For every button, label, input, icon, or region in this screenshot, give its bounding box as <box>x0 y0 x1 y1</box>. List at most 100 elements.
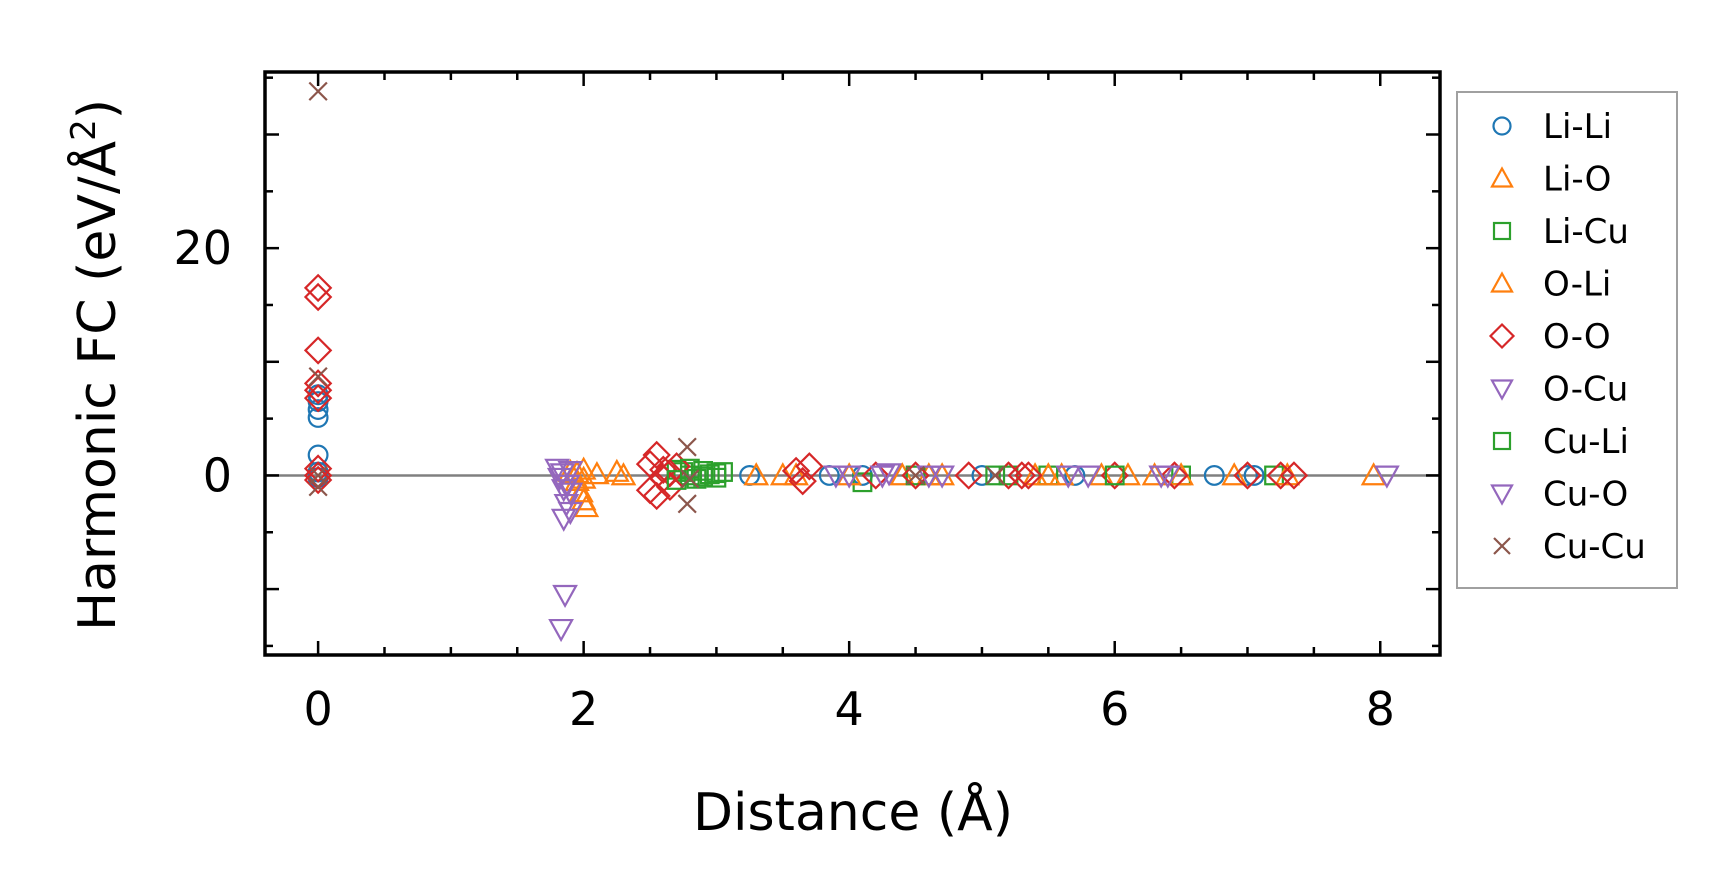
legend-label: Li-Cu <box>1543 212 1629 252</box>
data-point <box>1014 461 1043 490</box>
data-point <box>303 454 333 483</box>
y-tick-label: 0 <box>203 448 232 502</box>
x-tick-label: 0 <box>303 682 332 736</box>
x-axis-label: Distance (Å) <box>693 781 1013 843</box>
data-point <box>743 462 770 486</box>
data-point <box>861 461 890 490</box>
data-point <box>1075 465 1102 489</box>
data-point <box>610 462 637 486</box>
data-point <box>985 465 1005 486</box>
data-point <box>303 282 333 312</box>
data-point <box>666 470 687 490</box>
series-cu-o <box>549 463 1400 506</box>
data-point <box>1007 461 1036 490</box>
data-point <box>550 508 577 532</box>
data-point <box>1203 464 1225 486</box>
data-point <box>781 456 811 486</box>
data-point <box>985 465 1006 486</box>
legend-item-cu-o: Cu-O <box>1490 475 1628 515</box>
data-point <box>1055 465 1082 489</box>
data-point <box>303 336 333 365</box>
legend-label: O-O <box>1543 317 1611 357</box>
legend: Li-Li Li-O Li-Cu O-Li O-O O-Cu Cu-Li Cu-O Cu-Cu <box>1456 91 1678 589</box>
data-point <box>788 466 817 496</box>
data-point <box>680 469 700 489</box>
data-point <box>308 81 328 101</box>
x-tick-label: 2 <box>569 682 598 736</box>
data-point <box>568 479 594 503</box>
data-point <box>1160 461 1189 490</box>
data-point <box>795 452 824 481</box>
legend-label: Cu-O <box>1543 475 1628 515</box>
data-point <box>303 369 333 398</box>
legend-label: Cu-Li <box>1543 422 1629 462</box>
data-point <box>706 463 727 484</box>
data-point <box>869 465 896 489</box>
data-point <box>1035 462 1062 486</box>
plot-frame <box>263 70 1442 657</box>
data-point <box>642 440 671 470</box>
data-point <box>549 463 576 487</box>
data-point <box>635 476 665 505</box>
data-markers <box>303 81 1400 643</box>
legend-marker <box>1490 166 1514 188</box>
data-point <box>915 465 942 489</box>
data-point <box>901 461 930 490</box>
data-point <box>642 481 671 511</box>
data-point <box>1374 465 1400 489</box>
x-tick-label: 8 <box>1366 682 1395 736</box>
data-point <box>308 366 328 387</box>
data-point <box>1233 461 1262 490</box>
legend-item-li-li: Li-Li <box>1492 107 1612 147</box>
data-point <box>693 466 714 487</box>
data-point <box>1104 465 1125 486</box>
legend-item-cu-li: Cu-Li <box>1492 422 1629 462</box>
data-point <box>699 464 720 485</box>
data-point <box>876 463 902 487</box>
series-o-o <box>303 273 1309 511</box>
data-point <box>557 482 584 506</box>
data-point <box>905 465 926 486</box>
data-point <box>677 437 697 457</box>
y-axis-label: Harmonic FC (eV/Å2) <box>64 99 128 631</box>
data-point <box>836 465 863 489</box>
data-point <box>552 584 578 609</box>
legend-item-o-cu: O-Cu <box>1490 370 1628 410</box>
legend-marker <box>1492 116 1512 136</box>
data-point <box>1279 461 1309 490</box>
data-point <box>584 461 610 485</box>
data-point <box>1237 464 1258 486</box>
data-point <box>649 455 678 484</box>
data-point <box>1154 465 1181 489</box>
legend-item-li-cu: Li-Cu <box>1492 212 1629 252</box>
legend-label: Li-Li <box>1543 107 1612 147</box>
data-point <box>971 464 993 486</box>
data-point <box>713 462 733 482</box>
legend-label: Li-O <box>1543 160 1611 200</box>
legend-marker <box>1490 379 1514 401</box>
legend-item-li-o: Li-O <box>1490 160 1611 200</box>
data-point <box>548 618 574 643</box>
data-point <box>677 494 697 514</box>
x-tick-label: 4 <box>835 682 864 736</box>
data-point <box>308 477 328 497</box>
legend-marker <box>1490 484 1514 506</box>
legend-item-o-li: O-Li <box>1490 265 1611 305</box>
data-point <box>954 461 983 490</box>
legend-label: O-Cu <box>1543 370 1628 410</box>
data-point <box>307 407 329 428</box>
legend-item-cu-cu: Cu-Cu <box>1493 527 1646 567</box>
data-point <box>557 460 584 485</box>
y-tick-label: 20 <box>173 221 232 275</box>
legend-marker <box>1490 271 1514 293</box>
data-point <box>905 465 926 486</box>
data-point <box>303 465 333 495</box>
legend-marker <box>1492 431 1512 451</box>
data-point <box>1243 464 1265 486</box>
data-point <box>1266 461 1295 490</box>
legend-marker <box>1492 221 1512 241</box>
legend-marker <box>1488 322 1516 350</box>
data-point <box>603 458 630 482</box>
x-tick-label: 6 <box>1100 682 1129 736</box>
